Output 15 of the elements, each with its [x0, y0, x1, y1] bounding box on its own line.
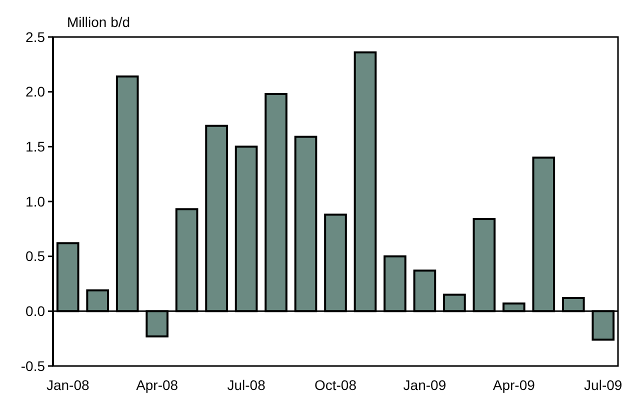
x-tick-label: Jan-09 [403, 377, 446, 393]
y-tick-label: -0.5 [20, 358, 46, 374]
y-axis-title: Million b/d [67, 14, 130, 30]
x-tick-label: Oct-08 [314, 377, 357, 393]
y-tick-label: 1.0 [26, 193, 46, 210]
y-tick-label: 0.0 [26, 303, 46, 320]
x-tick-label: Jul-09 [584, 377, 622, 393]
y-tick-label: 1.5 [26, 138, 46, 155]
x-tick-label: Jan-08 [46, 377, 90, 393]
x-tick-label: Jul-08 [227, 377, 266, 393]
y-tick-label: 0.5 [26, 248, 46, 264]
x-tick-label: Apr-09 [492, 377, 536, 393]
y-tick-label: 2.0 [26, 84, 46, 100]
y-tick-label: 2.5 [26, 28, 46, 45]
x-tick-label: Apr-08 [136, 377, 178, 393]
